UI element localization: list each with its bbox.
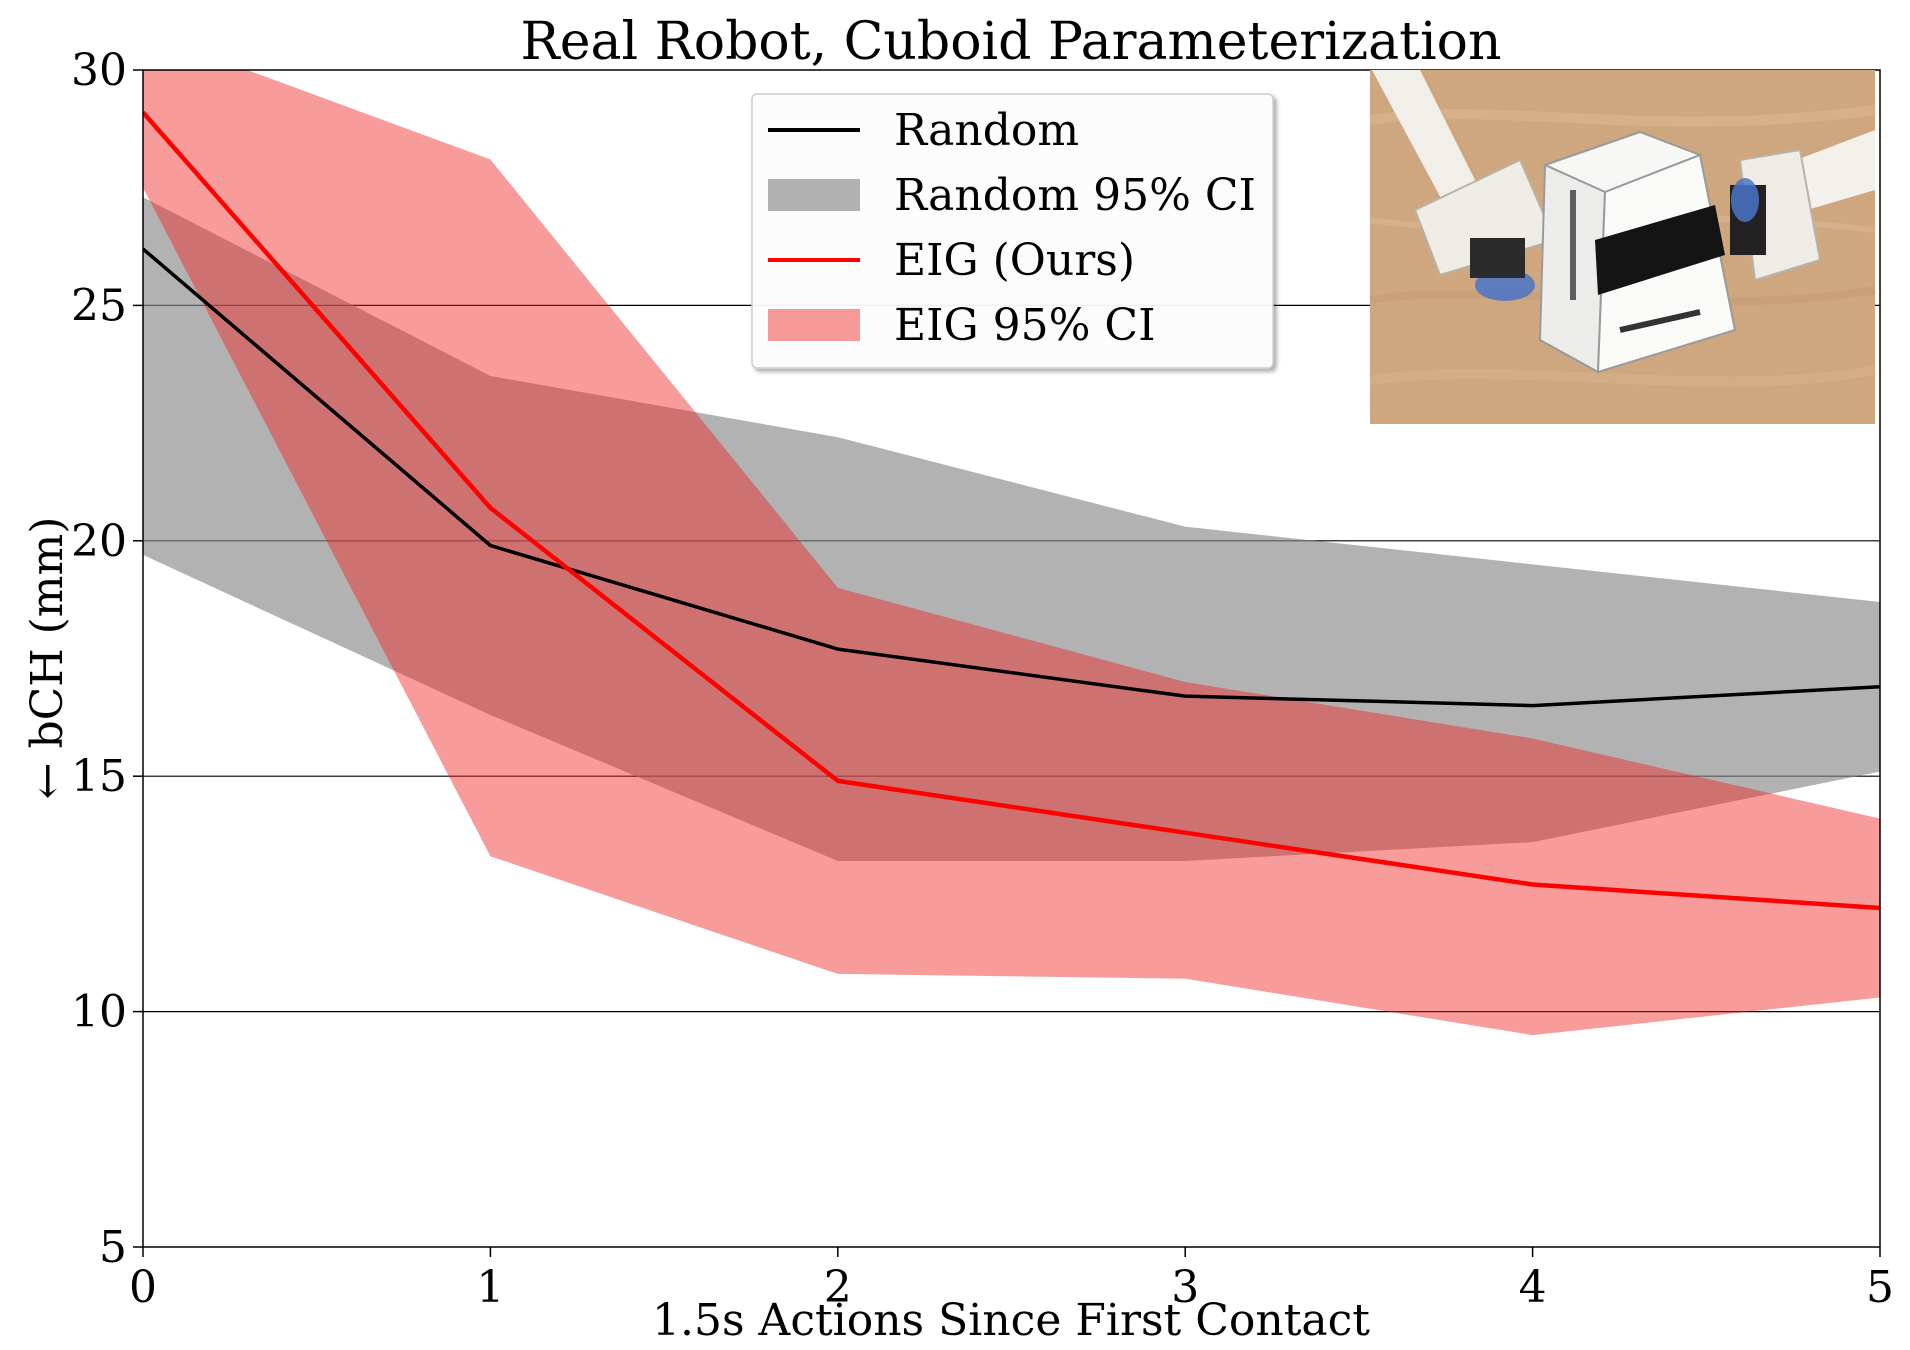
y-axis-ticks: 5 10 15 20 25 30 [71,45,143,1273]
y-tick-label: 10 [71,987,127,1038]
chart-title: Real Robot, Cuboid Parameterization [521,12,1502,72]
legend-label-eig-ci: EIG 95% CI [894,300,1155,351]
x-tick-label: 4 [1519,1262,1547,1313]
x-tick-label: 3 [1171,1262,1199,1313]
robot-photo-inset [1369,70,1876,424]
y-tick-label: 5 [99,1222,127,1273]
y-tick-label: 25 [71,280,127,331]
legend-label-random-ci: Random 95% CI [894,170,1256,221]
x-tick-label: 1 [476,1262,504,1313]
legend-swatch-eig-ci [768,309,860,341]
x-tick-label: 0 [129,1262,157,1313]
x-axis-label: 1.5s Actions Since First Contact [652,1295,1370,1346]
x-axis-ticks: 0 1 2 3 4 5 [129,1247,1894,1313]
x-tick-label: 2 [824,1262,852,1313]
ci-bands [143,70,1880,1036]
legend-label-eig: EIG (Ours) [894,235,1135,286]
band-random-ci [143,197,1880,861]
x-tick-label: 5 [1866,1262,1894,1313]
series-lines [143,110,1880,911]
y-tick-label: 15 [71,751,127,802]
band-eig-ci [143,70,1880,1036]
legend-label-random: Random [894,105,1079,156]
y-axis-label: ← bCH (mm) [22,517,73,800]
series-line-random [143,247,1880,708]
y-tick-label: 30 [71,45,127,96]
legend: Random Random 95% CI EIG (Ours) EIG 95% … [751,93,1274,369]
series-line-eig [143,110,1880,911]
y-tick-label: 20 [71,516,127,567]
legend-box [751,93,1274,369]
legend-swatch-random-ci [768,179,860,211]
plot-frame [142,69,1881,1248]
